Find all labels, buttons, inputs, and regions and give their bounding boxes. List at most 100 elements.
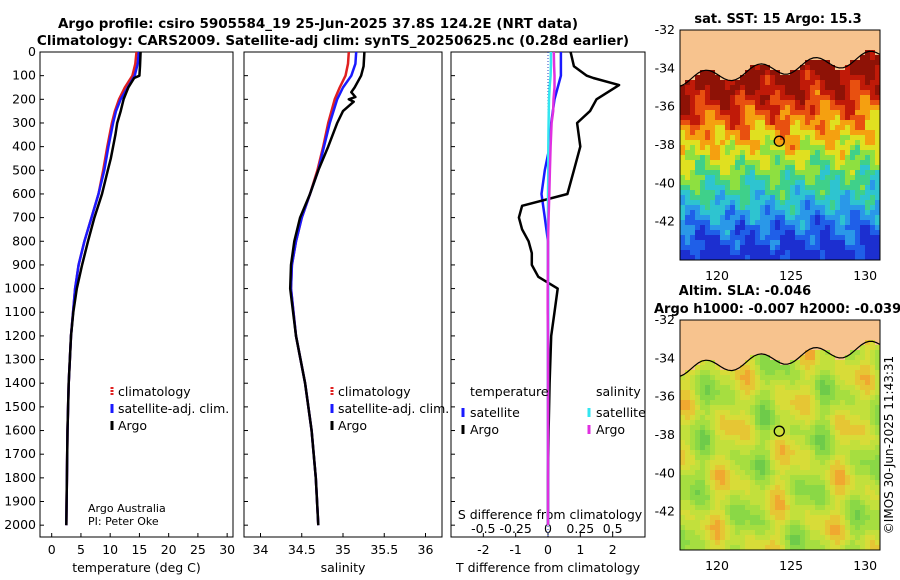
map-cell — [825, 100, 831, 106]
map-cell — [780, 530, 786, 536]
map-cell — [710, 105, 716, 111]
map-cell — [810, 385, 816, 391]
map-cell — [835, 240, 841, 246]
map-cell — [735, 120, 741, 126]
map-cell — [730, 460, 736, 466]
map-cell — [805, 245, 811, 251]
map-cell — [800, 520, 806, 526]
map-cell — [725, 495, 731, 501]
map-cell — [760, 200, 766, 206]
map-cell — [710, 200, 716, 206]
map-cell — [825, 420, 831, 426]
map-cell — [750, 80, 756, 86]
map-cell — [715, 30, 721, 36]
map-cell — [710, 485, 716, 491]
map-cell — [775, 45, 781, 51]
map-cell — [815, 175, 821, 181]
map-cell — [790, 430, 796, 436]
map-cell — [705, 375, 711, 381]
map-cell — [790, 335, 796, 341]
map-cell — [825, 485, 831, 491]
map-cell — [860, 410, 866, 416]
map-cell — [830, 200, 836, 206]
map-cell — [685, 115, 691, 121]
map-cell — [770, 165, 776, 171]
map-cell — [855, 495, 861, 501]
map-cell — [730, 50, 736, 56]
map-cell — [775, 40, 781, 46]
map-cell — [860, 155, 866, 161]
map-cell — [850, 535, 856, 541]
map-cell — [755, 380, 761, 386]
map-cell — [760, 540, 766, 546]
map-cell — [810, 120, 816, 126]
map-cell — [750, 210, 756, 216]
map-cell — [690, 380, 696, 386]
map-cell — [825, 535, 831, 541]
map-cell — [850, 530, 856, 536]
map-cell — [850, 65, 856, 71]
map-cell — [760, 125, 766, 131]
map-cell — [835, 35, 841, 41]
map-cell — [805, 515, 811, 521]
map-cell — [695, 495, 701, 501]
map-cell — [875, 90, 881, 96]
map-cell — [730, 535, 736, 541]
map-cell — [780, 175, 786, 181]
map-cell — [870, 215, 876, 221]
map-cell — [775, 255, 781, 261]
map-cell — [850, 220, 856, 226]
map-cell — [760, 475, 766, 481]
map-cell — [685, 60, 691, 66]
map-cell — [715, 155, 721, 161]
map-cell — [845, 90, 851, 96]
map-cell — [860, 110, 866, 116]
map-cell — [815, 105, 821, 111]
map-cell — [690, 130, 696, 136]
map-cell — [765, 45, 771, 51]
map-cell — [845, 440, 851, 446]
map-cell — [810, 360, 816, 366]
map-cell — [795, 90, 801, 96]
map-cell — [695, 90, 701, 96]
map-cell — [685, 485, 691, 491]
map-cell — [855, 60, 861, 66]
map-cell — [765, 215, 771, 221]
map-cell — [785, 505, 791, 511]
map-cell — [860, 135, 866, 141]
map-cell — [760, 380, 766, 386]
map-cell — [805, 125, 811, 131]
map-cell — [695, 180, 701, 186]
map-cell — [715, 505, 721, 511]
x-tick-label: 5 — [77, 542, 85, 557]
map-cell — [865, 320, 871, 326]
map-cell — [690, 190, 696, 196]
map-cell — [805, 140, 811, 146]
map-cell — [810, 225, 816, 231]
map-cell — [860, 345, 866, 351]
map-cell — [800, 545, 806, 551]
map-cell — [790, 45, 796, 51]
map-cell — [690, 145, 696, 151]
map-cell — [680, 485, 686, 491]
map-cell — [785, 450, 791, 456]
map-cell — [700, 120, 706, 126]
map-cell — [855, 115, 861, 121]
map-cell — [865, 455, 871, 461]
map-cell — [690, 40, 696, 46]
map-cell — [865, 110, 871, 116]
map-cell — [750, 105, 756, 111]
map-cell — [785, 465, 791, 471]
map-cell — [815, 355, 821, 361]
map-cell — [855, 250, 861, 256]
map-cell — [810, 70, 816, 76]
map-cell — [690, 330, 696, 336]
map-cell — [710, 40, 716, 46]
map-cell — [870, 405, 876, 411]
map-cell — [710, 470, 716, 476]
map-cell — [875, 445, 881, 451]
map-cell — [790, 500, 796, 506]
map-cell — [715, 405, 721, 411]
map-cell — [720, 170, 726, 176]
map-cell — [810, 155, 816, 161]
